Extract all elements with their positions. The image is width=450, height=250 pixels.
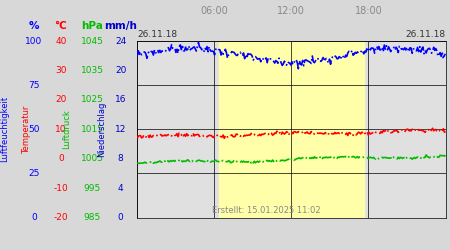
Text: 100: 100 <box>25 37 42 46</box>
Text: °C: °C <box>54 21 67 31</box>
Text: %: % <box>28 21 39 31</box>
Text: 30: 30 <box>55 66 67 75</box>
Text: 06:00: 06:00 <box>200 6 228 16</box>
Text: -10: -10 <box>54 184 68 192</box>
Text: 0: 0 <box>58 154 63 163</box>
Text: 0: 0 <box>118 213 123 222</box>
Text: hPa: hPa <box>81 21 103 31</box>
Text: 1035: 1035 <box>81 66 104 75</box>
Text: 1005: 1005 <box>81 154 104 163</box>
Bar <box>219 41 364 218</box>
Text: Niederschlag: Niederschlag <box>97 102 106 157</box>
Text: 1025: 1025 <box>81 96 104 104</box>
Text: 16: 16 <box>115 96 126 104</box>
Text: 0: 0 <box>31 213 36 222</box>
Text: Erstellt: 15.01.2025 11:02: Erstellt: 15.01.2025 11:02 <box>212 206 321 215</box>
Text: 20: 20 <box>55 96 67 104</box>
Text: -20: -20 <box>54 213 68 222</box>
Text: 25: 25 <box>28 169 40 178</box>
Text: 12:00: 12:00 <box>278 6 305 16</box>
Text: 1015: 1015 <box>81 125 104 134</box>
Text: Temperatur: Temperatur <box>22 105 31 154</box>
Text: 50: 50 <box>28 125 40 134</box>
Text: 18:00: 18:00 <box>355 6 382 16</box>
Text: 1045: 1045 <box>81 37 104 46</box>
Text: 26.11.18: 26.11.18 <box>405 30 446 39</box>
Text: 12: 12 <box>115 125 126 134</box>
Text: 8: 8 <box>118 154 123 163</box>
Text: 75: 75 <box>28 81 40 90</box>
Text: mm/h: mm/h <box>104 21 137 31</box>
Text: 985: 985 <box>84 213 101 222</box>
Text: 4: 4 <box>118 184 123 192</box>
Text: Luftfeuchtigkeit: Luftfeuchtigkeit <box>0 96 9 162</box>
Text: 24: 24 <box>115 37 126 46</box>
Text: 995: 995 <box>84 184 101 192</box>
Text: 40: 40 <box>55 37 67 46</box>
Text: Luftdruck: Luftdruck <box>62 110 71 149</box>
Text: 26.11.18: 26.11.18 <box>137 30 177 39</box>
Text: 20: 20 <box>115 66 126 75</box>
Text: 10: 10 <box>55 125 67 134</box>
